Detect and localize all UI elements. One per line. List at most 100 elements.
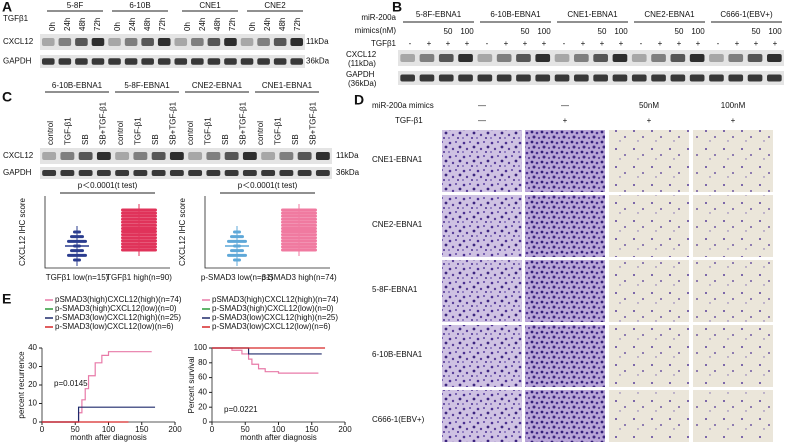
blot-row bbox=[398, 50, 784, 66]
group-name: 5-8F bbox=[67, 1, 84, 10]
size-label: 36kDa bbox=[336, 168, 360, 177]
row-label: mimics(nM) bbox=[355, 26, 397, 35]
size-label: (11kDa) bbox=[348, 59, 376, 68]
lane-label: SB+TGF-β1 bbox=[309, 101, 318, 145]
tgf-label: + bbox=[619, 39, 624, 48]
blot-band bbox=[516, 54, 531, 62]
lane-label: SB bbox=[291, 134, 300, 145]
blot-band bbox=[438, 54, 454, 62]
legend-entry: p-SMAD3(low)CXCL12(low)(n=6) bbox=[55, 322, 174, 331]
micrograph bbox=[525, 325, 605, 387]
header-label: miR-200a mimics bbox=[372, 101, 434, 110]
y-tick-label: 100 bbox=[194, 343, 208, 352]
blot-band bbox=[728, 74, 744, 82]
blot-band bbox=[747, 74, 763, 82]
blot-row bbox=[40, 55, 305, 68]
y-tick-label: 40 bbox=[198, 388, 207, 397]
blot-band bbox=[133, 170, 148, 176]
blot-band bbox=[224, 152, 239, 160]
y-tick-label: 20 bbox=[28, 380, 37, 389]
panel-label: B bbox=[392, 0, 402, 15]
blot-band bbox=[535, 54, 551, 62]
column-header: — bbox=[478, 101, 486, 110]
legend-entry: p-SMAD3(low)CXCL12(high)(n=25) bbox=[212, 313, 338, 322]
blot-band bbox=[574, 54, 589, 62]
blot-band bbox=[157, 38, 171, 46]
group-name: 6-10B-EBNA1 bbox=[52, 81, 103, 90]
mimics-label: 100 bbox=[691, 27, 705, 36]
blot-band bbox=[554, 54, 570, 62]
blot-band bbox=[240, 38, 254, 46]
blot-band bbox=[115, 170, 130, 176]
legend-entry: p-SMAD3(low)CXCL12(high)(n=25) bbox=[55, 313, 181, 322]
mimics-label: 100 bbox=[460, 27, 474, 36]
lane-label: 0h bbox=[113, 22, 122, 31]
row-label: 6-10B-EBNA1 bbox=[372, 350, 423, 359]
tgf-label: + bbox=[504, 39, 509, 48]
blot-band bbox=[206, 152, 221, 160]
blot-band bbox=[651, 54, 666, 62]
tgf-label: + bbox=[696, 39, 701, 48]
tgf-label: + bbox=[581, 39, 586, 48]
blot-band bbox=[60, 152, 75, 160]
blot-band bbox=[290, 38, 304, 46]
group-name: 5-8F-EBNA1 bbox=[416, 10, 462, 19]
micrograph bbox=[442, 130, 522, 192]
size-label: 11kDa bbox=[336, 151, 359, 160]
column-header: + bbox=[731, 116, 736, 125]
micrograph bbox=[693, 195, 773, 257]
y-tick-label: 0 bbox=[203, 417, 208, 426]
header-label: TGF-β1 bbox=[395, 116, 423, 125]
size-label: 36kDa bbox=[306, 57, 330, 66]
micrograph bbox=[442, 325, 522, 387]
blot-band bbox=[728, 54, 744, 62]
blot-band bbox=[188, 152, 203, 160]
survival-curve bbox=[212, 347, 322, 355]
blot-band bbox=[400, 74, 415, 82]
blot-band bbox=[477, 54, 493, 62]
blot-band bbox=[191, 38, 204, 46]
blot-band bbox=[224, 58, 237, 65]
tgf-label: - bbox=[409, 39, 412, 48]
blot-band bbox=[419, 54, 435, 62]
y-tick-label: 40 bbox=[28, 343, 37, 352]
blot-band bbox=[91, 38, 105, 46]
blot-band bbox=[41, 38, 55, 46]
blot-band bbox=[273, 58, 287, 65]
blot-band bbox=[60, 170, 75, 176]
blot-band bbox=[689, 54, 705, 62]
lane-label: 72h bbox=[293, 18, 302, 31]
blot-band bbox=[242, 170, 257, 176]
blot-band bbox=[261, 170, 276, 176]
tgf-label: + bbox=[542, 39, 547, 48]
blot-band bbox=[207, 38, 221, 46]
tgf-label: + bbox=[735, 39, 740, 48]
blot-band bbox=[174, 38, 188, 46]
micrograph bbox=[693, 390, 773, 442]
blot-band bbox=[257, 38, 270, 46]
row-label: miR-200a bbox=[361, 13, 396, 22]
lane-label: SB+TGF-β1 bbox=[169, 101, 178, 145]
lane-label: TGF-β1 bbox=[204, 117, 213, 145]
x-tick-label: 50 bbox=[241, 425, 250, 434]
tgf-label: + bbox=[523, 39, 528, 48]
row-label: TGFβ1 bbox=[371, 39, 397, 48]
column-header: — bbox=[561, 101, 569, 110]
micrograph bbox=[693, 260, 773, 322]
axis bbox=[204, 196, 330, 269]
legend-entry: pSMAD3(high)CXCL12(high)(n=74) bbox=[55, 295, 182, 304]
blot-band bbox=[96, 152, 111, 160]
blot-band bbox=[290, 58, 304, 65]
size-label: (36kDa) bbox=[348, 79, 377, 88]
mimics-label: 100 bbox=[537, 27, 551, 36]
blot-band bbox=[141, 58, 154, 65]
micrograph bbox=[525, 195, 605, 257]
micrograph bbox=[525, 130, 605, 192]
blot-band bbox=[261, 152, 276, 160]
blot-band bbox=[41, 58, 55, 65]
p-value: p＜0.0001(t test) bbox=[238, 181, 298, 190]
blot-band bbox=[188, 170, 203, 176]
blot-band bbox=[496, 54, 512, 62]
tgf-label: - bbox=[563, 39, 566, 48]
